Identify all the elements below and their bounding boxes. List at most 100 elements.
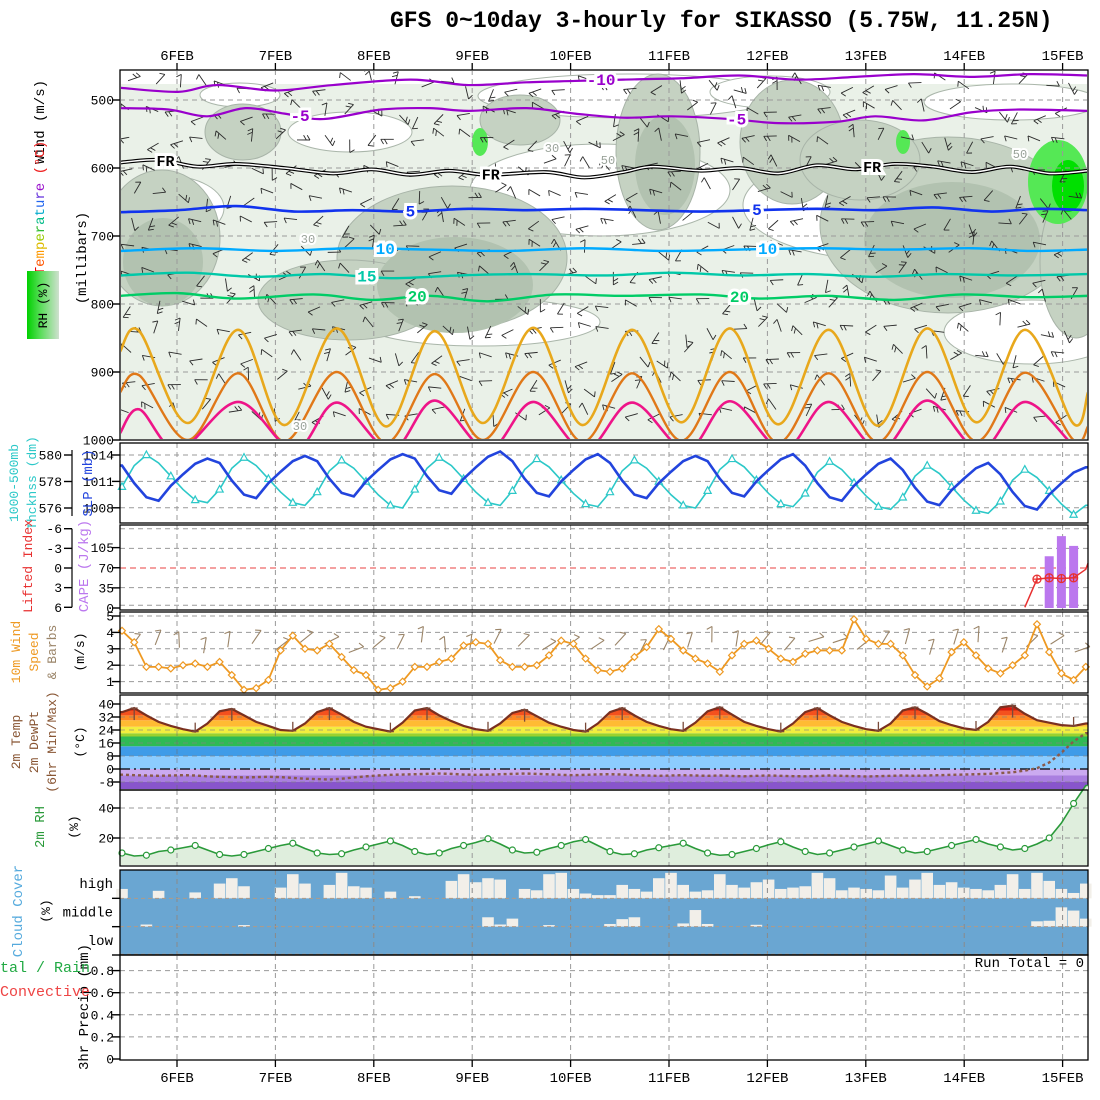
cloud-bar xyxy=(1080,883,1092,899)
thickness-axis-label-2: Thcknss (dm) xyxy=(25,436,40,530)
t2m-tick: 8 xyxy=(106,750,114,765)
t2m-tick: 0 xyxy=(106,763,114,778)
cloud-bar xyxy=(714,874,726,899)
wind-tick: 1 xyxy=(106,675,114,690)
rh2m-marker xyxy=(313,849,321,857)
cloud-bar xyxy=(335,872,348,899)
rh-moister-patch xyxy=(377,237,533,333)
contour-10 xyxy=(121,247,1087,253)
rh2m-fill xyxy=(120,785,1088,865)
wind10m-marker xyxy=(947,647,956,657)
contour-label-20: 20 xyxy=(730,289,749,307)
wind10m-marker xyxy=(520,662,529,672)
contour-label-FR: FR xyxy=(156,154,174,171)
cloud-bar xyxy=(872,890,885,899)
cloud-bar xyxy=(933,884,946,899)
wind10m-marker xyxy=(886,639,895,649)
rh2m-marker xyxy=(216,850,224,859)
date-label-top: 8FEB xyxy=(357,49,391,65)
millibars-axis-label: (millibars) xyxy=(75,212,91,304)
contour-label--5: -5 xyxy=(727,112,746,130)
contour-label-FR: FR xyxy=(863,160,881,177)
thickness-marker xyxy=(629,455,640,464)
t2m-band xyxy=(120,726,1088,734)
wind10m-marker xyxy=(642,642,651,652)
wind10m-marker xyxy=(471,637,481,647)
panel-li-cape: 105 70 35 0 -6 -3 0 3 6 xyxy=(46,522,1089,617)
cloud-bar xyxy=(897,887,909,899)
wind10m-marker xyxy=(129,637,139,647)
wind10m-marker xyxy=(483,639,493,649)
cloud-bar xyxy=(494,879,506,899)
wind10m-marker xyxy=(776,654,786,663)
contour-label-FR: FR xyxy=(482,168,500,185)
wind10m-marker xyxy=(276,646,285,655)
thickness-tick: 578 xyxy=(39,475,62,490)
contour-35 xyxy=(121,399,1069,439)
thickness-marker xyxy=(385,500,396,509)
cloud-bar xyxy=(628,917,641,927)
cape-tick: 105 xyxy=(91,541,114,556)
rh-contour-label: 50 xyxy=(1013,148,1027,162)
cloud-bar xyxy=(1067,892,1080,899)
rh2m-marker xyxy=(752,844,761,853)
cape-bar xyxy=(1056,536,1066,608)
upper-temperature-axis-label: Temperature (°C) xyxy=(33,141,49,276)
slp-tick: 1014 xyxy=(83,449,114,464)
wind10m-marker xyxy=(617,664,627,673)
cloud-bar xyxy=(531,890,543,899)
thickness-marker xyxy=(507,485,518,494)
thickness-marker xyxy=(800,488,810,497)
precip-tick: 0.2 xyxy=(91,1030,114,1045)
lifted-index-axis-label: Lifted Index xyxy=(21,519,36,613)
cloud-bar xyxy=(677,884,689,899)
t2m-tick: 16 xyxy=(98,737,114,752)
thickness-marker xyxy=(532,453,542,463)
wind10m-marker xyxy=(508,662,517,672)
cloud-bar xyxy=(665,872,677,899)
wind10m-marker xyxy=(459,641,468,650)
date-label-top: 14FEB xyxy=(943,49,985,65)
cloud-bar xyxy=(323,884,336,899)
contour--10 xyxy=(121,73,1087,93)
wind10m-marker xyxy=(203,662,212,672)
cloud-bar xyxy=(1043,880,1055,899)
panel-precip: 0.8 0.6 0.4 0.2 0 xyxy=(91,954,1089,1068)
upper-y-tick: 600 xyxy=(91,162,114,177)
t2m-band xyxy=(120,720,1088,727)
date-label-top: 12FEB xyxy=(746,49,788,65)
wind10m-marker xyxy=(849,615,859,624)
thickness-line xyxy=(120,454,1088,516)
thickness-marker xyxy=(898,492,908,501)
upper-wind-axis-label: Wind (m/s) xyxy=(33,80,49,164)
rh2m-marker xyxy=(972,835,980,844)
cloud-bar xyxy=(909,879,921,899)
precip-tick: 0.4 xyxy=(91,1008,115,1023)
thickness-marker xyxy=(971,505,981,514)
cloud-bar xyxy=(140,924,153,927)
rh2m-marker xyxy=(338,850,346,858)
precip-tick: 0.8 xyxy=(91,964,114,979)
cloud-bar xyxy=(836,890,848,899)
rh-moister-patch xyxy=(864,182,1040,298)
contour-FR-inner xyxy=(121,158,1087,179)
upper-rh-axis-label: RH (%) xyxy=(36,282,51,329)
contour-20 xyxy=(121,291,1087,303)
wind10m-marker xyxy=(447,654,456,663)
wind-tick: 5 xyxy=(106,610,114,625)
rh2m-marker xyxy=(923,847,931,856)
cloud-bar xyxy=(543,874,555,899)
cape-tick: 70 xyxy=(98,561,114,576)
thickness-axis-label-1: 1000-500mb xyxy=(7,444,22,522)
wind10m-marker xyxy=(898,651,908,660)
wind10m-marker xyxy=(1057,669,1066,678)
rh2m-marker xyxy=(191,841,199,850)
date-label-bottom: 11FEB xyxy=(648,1071,690,1087)
wind10m-marker xyxy=(1008,660,1017,670)
rh2m-marker xyxy=(435,849,443,857)
wind10m-marker xyxy=(971,651,981,660)
cloud-bar xyxy=(750,924,763,927)
upper-y-tick: 900 xyxy=(91,366,114,381)
thickness-marker xyxy=(312,486,322,496)
